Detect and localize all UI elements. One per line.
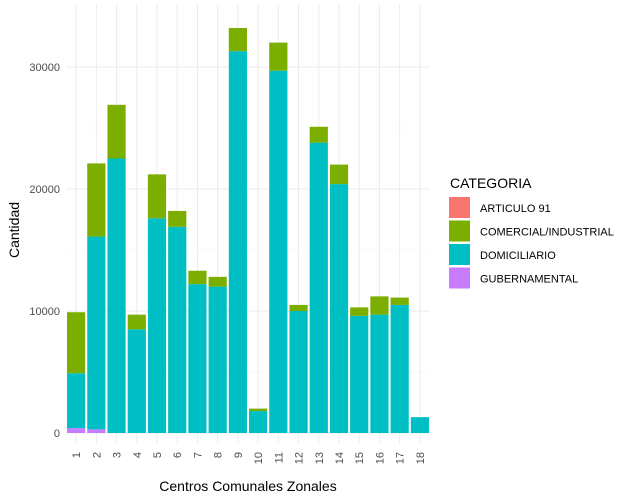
bar-14-comercial-industrial (329, 164, 349, 185)
y-tick-label: 30000 (29, 62, 60, 74)
bar-14-domiciliario (329, 184, 349, 433)
x-axis-title: Centros Comunales Zonales (159, 478, 336, 494)
x-tick-label: 1 (71, 452, 83, 458)
x-tick-label: 18 (415, 452, 427, 464)
x-tick-label: 7 (192, 452, 204, 458)
y-tick-label: 20000 (29, 184, 60, 196)
x-tick-label: 16 (374, 452, 386, 464)
legend-key-gubernamental (449, 267, 470, 289)
bar-11-domiciliario (269, 70, 288, 433)
bar-5-domiciliario (147, 218, 167, 433)
bar-17-comercial-industrial (390, 297, 409, 305)
bar-1-domiciliario (67, 373, 86, 429)
y-axis-ticks: 0 10000 20000 30000 (29, 62, 60, 440)
bar-12-domiciliario (289, 311, 308, 433)
bar-1-comercial-industrial (67, 312, 86, 374)
x-tick-label: 2 (91, 452, 103, 458)
bar-3-comercial-industrial (107, 104, 126, 159)
x-tick-label: 15 (354, 452, 366, 464)
legend-label: GUBERNAMENTAL (480, 274, 578, 286)
legend-key-comercial-industrial (449, 220, 470, 242)
bar-13-domiciliario (309, 142, 328, 433)
bar-17-domiciliario (390, 304, 409, 433)
bar-4-domiciliario (127, 329, 146, 433)
y-tick-label: 0 (54, 428, 60, 440)
bar-1-gubernamental (67, 428, 86, 433)
bar-10-comercial-industrial (249, 408, 268, 412)
bar-7-comercial-industrial (188, 270, 207, 285)
x-tick-label: 8 (213, 452, 225, 458)
bar-16-comercial-industrial (370, 296, 389, 315)
x-axis-ticks: 1 2 3 4 5 6 7 8 9 10 11 12 13 14 15 16 17 18 (71, 452, 427, 464)
legend-label: DOMICILIARIO (480, 250, 556, 262)
bar-12-comercial-industrial (289, 304, 308, 311)
legend-title: CATEGORIA (450, 175, 532, 191)
y-tick-label: 10000 (29, 306, 60, 318)
bar-16-domiciliario (370, 314, 389, 433)
bar-15-comercial-industrial (350, 307, 369, 316)
bar-7-domiciliario (188, 284, 207, 433)
bar-2-domiciliario (87, 236, 106, 430)
bar-2-gubernamental (87, 429, 106, 433)
bar-6-domiciliario (168, 226, 187, 433)
bar-11-comercial-industrial (269, 42, 288, 71)
bars (67, 27, 429, 433)
x-tick-label: 4 (132, 452, 144, 458)
bar-4-comercial-industrial (127, 314, 146, 330)
bar-8-domiciliario (208, 286, 227, 433)
x-tick-label: 5 (152, 452, 164, 458)
legend-label: ARTICULO 91 (480, 203, 551, 215)
bar-9-domiciliario (228, 51, 247, 433)
y-axis-title: Cantidad (6, 202, 22, 258)
bar-10-domiciliario (249, 411, 268, 433)
x-tick-label: 6 (172, 452, 184, 458)
x-tick-label: 10 (253, 452, 265, 464)
x-tick-label: 13 (314, 452, 326, 464)
x-tick-label: 12 (294, 452, 306, 464)
bar-5-comercial-industrial (147, 174, 167, 219)
bar-15-domiciliario (350, 315, 369, 433)
legend-label: COMERCIAL/INDUSTRIAL (480, 227, 614, 239)
legend-key-domiciliario (449, 244, 470, 265)
x-tick-label: 17 (395, 452, 407, 464)
bar-9-comercial-industrial (228, 27, 247, 52)
x-tick-label: 9 (233, 452, 245, 458)
bar-3-domiciliario (107, 158, 126, 433)
legend: CATEGORIA ARTICULO 91 COMERCIAL/INDUSTRIA… (449, 175, 614, 289)
x-tick-label: 11 (273, 452, 285, 463)
x-tick-label: 3 (112, 452, 124, 458)
x-tick-label: 14 (334, 452, 346, 464)
bar-18-domiciliario (410, 417, 429, 433)
bar-6-comercial-industrial (168, 210, 187, 227)
bar-8-comercial-industrial (208, 276, 227, 287)
bar-13-comercial-industrial (309, 126, 328, 143)
bar-2-comercial-industrial (87, 163, 106, 237)
plot-panel (66, 4, 430, 443)
legend-key-articulo-91 (449, 197, 470, 218)
